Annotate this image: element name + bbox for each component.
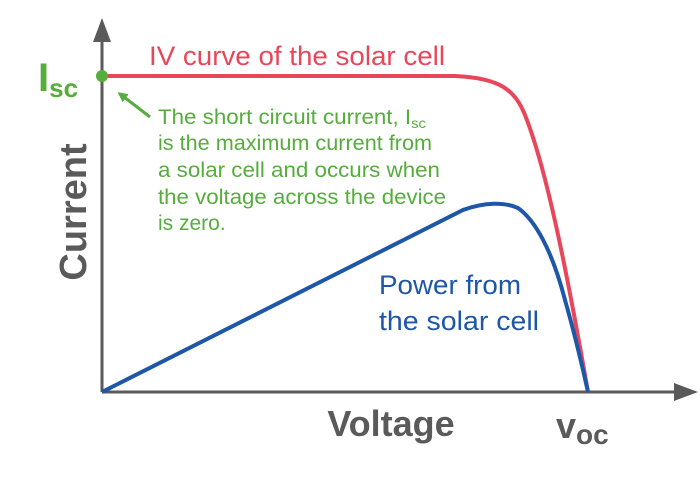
annotation-line1-sub: sc xyxy=(411,115,426,131)
isc-dot xyxy=(96,70,108,82)
annotation-line2: is the maximum current from xyxy=(158,132,432,155)
voc-label-sub: oc xyxy=(576,419,609,450)
voc-label-main: v xyxy=(556,405,576,446)
svg-text:Isc: Isc xyxy=(38,56,78,103)
svg-text:The short circuit current, Isc: The short circuit current, Isc xyxy=(158,106,426,131)
annotation-line1-prefix: The short circuit current, I xyxy=(158,106,411,129)
isc-label-main: I xyxy=(38,56,49,100)
isc-label: Isc xyxy=(38,56,78,103)
voc-label: voc xyxy=(556,405,609,450)
iv-curve xyxy=(102,74,590,393)
axes xyxy=(93,18,698,401)
power-curve-label-line1: Power from xyxy=(379,270,521,300)
annotation-line5: is zero. xyxy=(158,212,226,235)
svg-text:voc: voc xyxy=(556,405,609,450)
x-axis-arrowhead xyxy=(674,383,698,401)
iv-curve-label: IV curve of the solar cell xyxy=(149,41,445,71)
y-axis-label: Current xyxy=(53,143,95,281)
power-curve-label-line2: the solar cell xyxy=(379,306,539,336)
annotation-arrow xyxy=(117,92,151,119)
y-axis-arrowhead xyxy=(93,18,111,42)
x-axis-label: Voltage xyxy=(327,403,454,444)
annotation-line3: a solar cell and occurs when xyxy=(158,159,440,182)
annotation-line4: the voltage across the device xyxy=(158,186,446,209)
isc-label-sub: sc xyxy=(49,73,78,103)
power-curve xyxy=(101,201,590,394)
